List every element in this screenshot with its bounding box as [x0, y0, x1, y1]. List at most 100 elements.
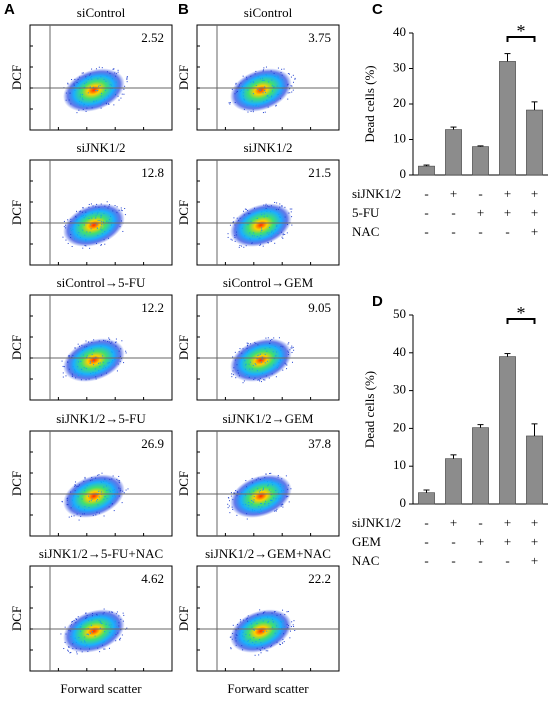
dot: [106, 489, 108, 491]
dot: [270, 70, 272, 72]
dot: [258, 654, 260, 656]
y-axis-label: DCF: [176, 471, 191, 496]
dot: [291, 347, 293, 349]
dot: [94, 368, 96, 370]
dot-cloud: [230, 203, 292, 247]
dot: [293, 349, 295, 351]
dot: [277, 474, 279, 476]
dot: [95, 206, 97, 208]
condition-mark: +: [531, 186, 538, 201]
dot: [90, 73, 92, 75]
dot: [119, 639, 121, 641]
dot: [257, 355, 259, 357]
dot: [103, 212, 105, 214]
dot: [235, 634, 237, 636]
dot: [117, 627, 119, 629]
dot: [70, 218, 72, 220]
gate-percent: 12.2: [141, 300, 164, 315]
panel-title: siControl: [244, 5, 293, 20]
condition-mark: +: [504, 534, 511, 549]
dot: [68, 354, 70, 356]
dot: [287, 351, 289, 353]
dot: [101, 229, 103, 231]
dot: [280, 93, 282, 95]
dot: [235, 640, 237, 642]
dot: [269, 642, 271, 644]
dot: [235, 637, 237, 639]
dot: [274, 229, 276, 231]
dot: [293, 626, 295, 628]
y-axis-label: DCF: [9, 606, 24, 631]
dot: [62, 236, 64, 238]
dot: [272, 621, 274, 623]
dot: [123, 88, 125, 90]
dot: [254, 73, 256, 75]
dot: [109, 503, 111, 505]
dot: [250, 81, 252, 83]
dot: [261, 647, 263, 649]
dot: [261, 79, 263, 81]
dot: [253, 232, 255, 234]
dot: [68, 646, 70, 648]
dot: [268, 234, 270, 236]
dot: [258, 237, 260, 239]
dot: [118, 487, 120, 489]
dot: [238, 84, 240, 86]
dot: [282, 233, 284, 235]
dot: [118, 209, 120, 211]
dot: [115, 342, 117, 344]
dot: [107, 362, 109, 364]
dot: [251, 100, 253, 102]
dot: [88, 648, 90, 650]
dot: [287, 496, 289, 498]
dot: [126, 78, 128, 80]
dot: [247, 89, 249, 91]
dot: [108, 103, 110, 105]
dot: [63, 648, 65, 650]
dot: [259, 78, 261, 80]
dot: [103, 486, 105, 488]
dot: [289, 208, 291, 210]
dot: [79, 510, 81, 512]
dot: [81, 93, 83, 95]
dot: [260, 652, 262, 654]
dot: [126, 81, 128, 83]
dot: [273, 358, 275, 360]
dot: [89, 646, 91, 648]
dot: [246, 518, 248, 520]
dot: [235, 644, 237, 646]
dot: [103, 648, 105, 650]
x-axis-label: Forward scatter: [60, 681, 142, 696]
dot: [270, 205, 272, 207]
dot: [97, 211, 99, 213]
panel-title: siJNK1/2→GEM+NAC: [205, 546, 331, 561]
dot: [244, 368, 246, 370]
dot: [94, 635, 96, 637]
dot: [269, 340, 271, 342]
dot: [73, 495, 75, 497]
dot: [117, 95, 119, 97]
dot: [89, 231, 91, 233]
dot: [76, 513, 78, 515]
dot: [98, 615, 100, 617]
dot: [113, 489, 115, 491]
dot: [239, 217, 241, 219]
dot: [121, 93, 123, 95]
dot: [69, 625, 71, 627]
dot: [86, 633, 88, 635]
dot: [291, 85, 293, 87]
dot-cloud: [230, 609, 292, 653]
dot: [267, 622, 269, 624]
dot: [252, 111, 254, 113]
dot: [239, 90, 241, 92]
dot: [278, 365, 280, 367]
dot: [77, 374, 79, 376]
dot: [273, 86, 275, 88]
dot: [77, 616, 79, 618]
dot: [279, 644, 281, 646]
condition-mark: -: [424, 224, 428, 239]
dot-cloud: [63, 609, 125, 653]
dot: [263, 79, 265, 81]
dot: [260, 243, 262, 245]
dot: [263, 213, 265, 215]
